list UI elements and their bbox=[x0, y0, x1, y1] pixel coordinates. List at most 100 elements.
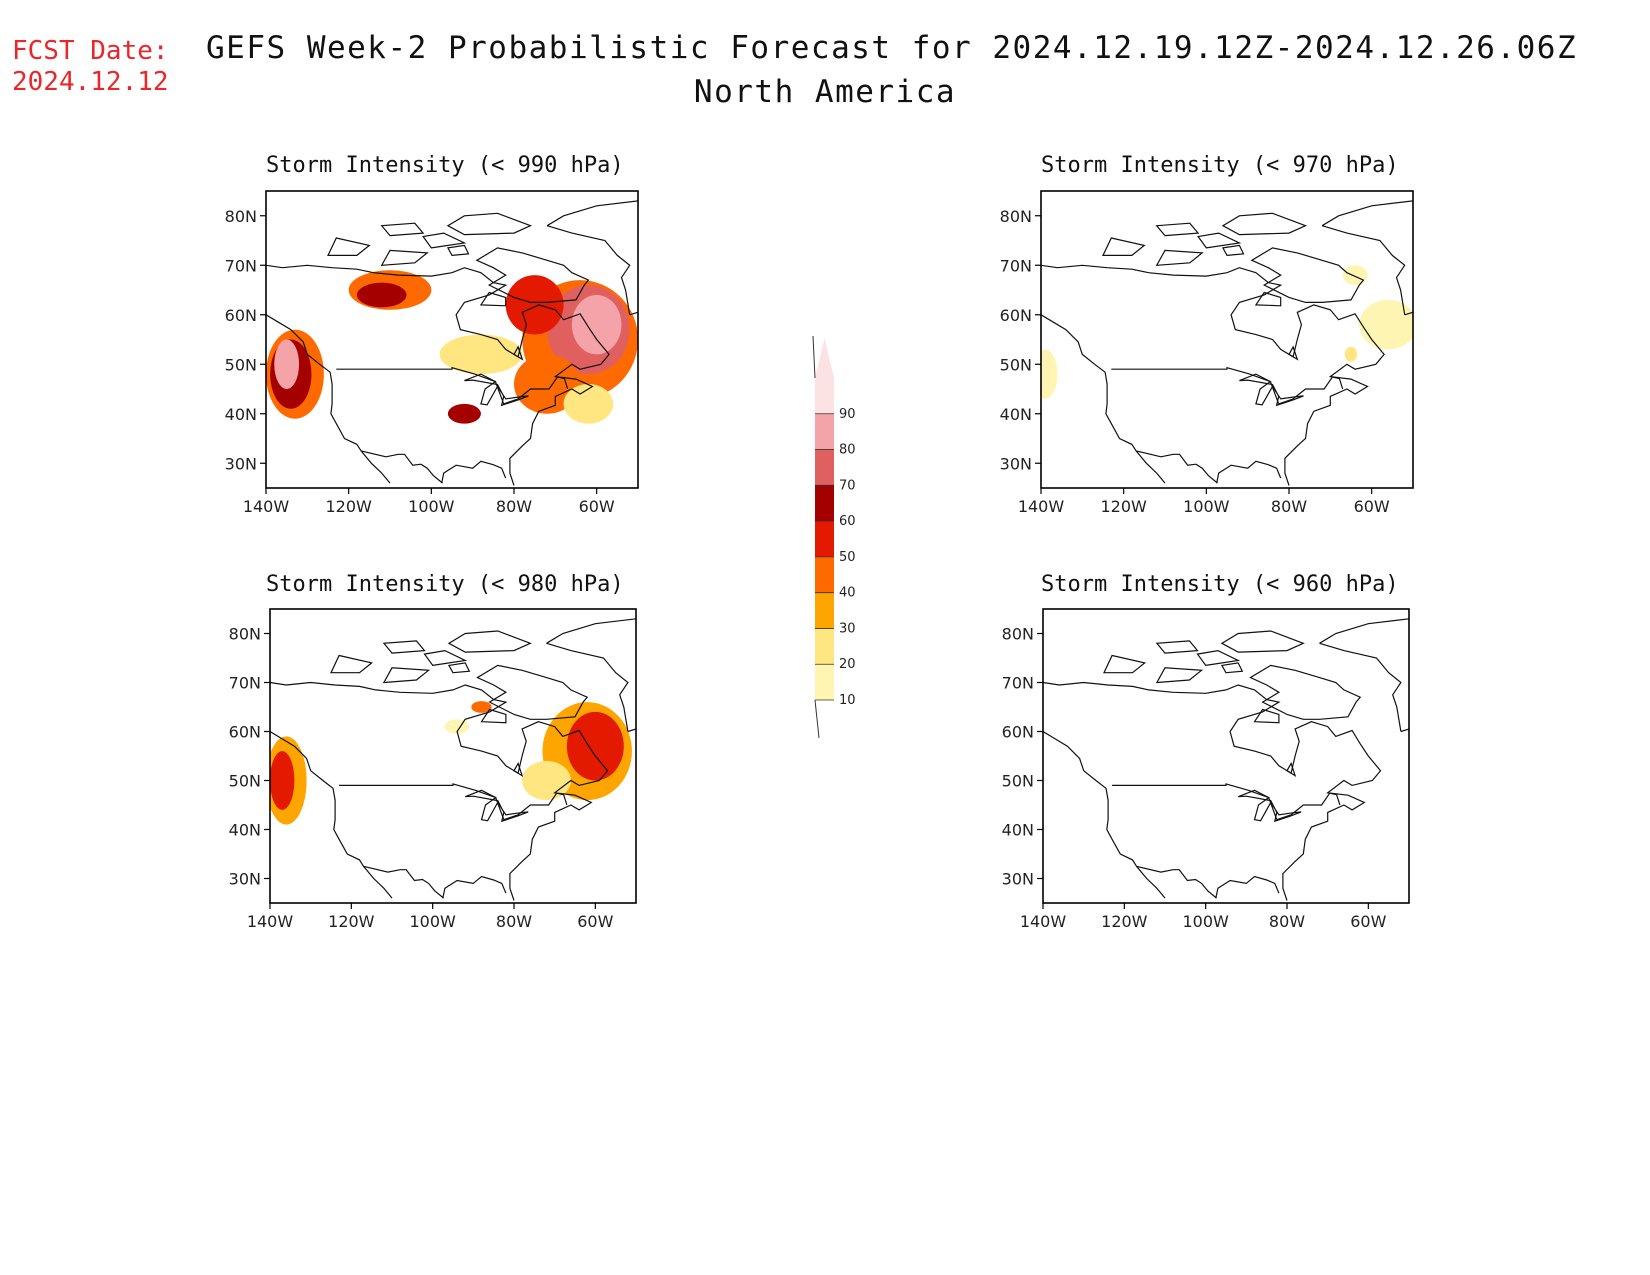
colorbar-swatch bbox=[815, 449, 834, 486]
probability-area bbox=[1342, 265, 1368, 286]
lat-label: 80N bbox=[1002, 625, 1034, 644]
colorbar-swatch bbox=[815, 592, 834, 629]
coastline bbox=[546, 200, 638, 227]
lon-label: 100W bbox=[1182, 912, 1229, 931]
coastline bbox=[266, 314, 391, 484]
lon-label: 100W bbox=[408, 497, 455, 516]
panel-title: Storm Intensity (< 980 hPa) bbox=[266, 572, 624, 597]
probability-area bbox=[270, 751, 295, 810]
country-border bbox=[1112, 783, 1341, 821]
country-border bbox=[363, 865, 444, 899]
island-outline bbox=[447, 630, 532, 653]
colorbar-swatch bbox=[815, 413, 834, 450]
lat-label: 50N bbox=[229, 772, 261, 791]
island-outline bbox=[1221, 244, 1245, 257]
coastline bbox=[1321, 225, 1406, 315]
coastline bbox=[1043, 681, 1382, 901]
coastline bbox=[270, 730, 393, 899]
probability-area bbox=[514, 354, 581, 414]
probability-area bbox=[356, 282, 407, 308]
colorbar-label: 40 bbox=[839, 586, 856, 601]
island-outline bbox=[382, 667, 431, 684]
country-border bbox=[360, 450, 443, 484]
lat-label: 80N bbox=[229, 625, 261, 644]
island-outline bbox=[480, 708, 507, 724]
panel-frame bbox=[1040, 190, 1414, 489]
coastline bbox=[1043, 730, 1166, 899]
colorbar-swatch bbox=[815, 485, 834, 522]
island-outline bbox=[513, 345, 524, 361]
colorbar-label: 20 bbox=[839, 657, 856, 672]
panel-content bbox=[1043, 618, 1409, 901]
island-outline bbox=[446, 244, 470, 257]
panel-frame bbox=[269, 608, 637, 904]
coastline bbox=[1237, 789, 1302, 823]
lon-label: 100W bbox=[1183, 497, 1230, 516]
lon-label: 80W bbox=[496, 912, 532, 931]
lon-label: 60W bbox=[1350, 912, 1386, 931]
lon-label: 140W bbox=[1020, 912, 1067, 931]
colorbar-swatch bbox=[815, 378, 834, 414]
lon-label: 80W bbox=[1271, 497, 1307, 516]
island-outline bbox=[447, 662, 471, 674]
coastline bbox=[1404, 311, 1413, 316]
island-outline bbox=[1220, 630, 1305, 653]
island-outline bbox=[479, 291, 507, 307]
island-outline bbox=[1196, 649, 1241, 667]
island-outline bbox=[1221, 212, 1308, 236]
coastline bbox=[266, 264, 610, 486]
lat-label: 40N bbox=[225, 405, 257, 424]
colorbar-label: 80 bbox=[839, 443, 856, 458]
forecast-date-label: FCST Date: bbox=[12, 36, 169, 66]
coastline bbox=[1250, 247, 1365, 303]
coastline bbox=[1215, 875, 1280, 899]
island-outline bbox=[1103, 654, 1147, 674]
forecast-date-value: 2024.12.12 bbox=[12, 67, 169, 97]
coastline bbox=[476, 664, 589, 720]
panel-frame bbox=[1042, 608, 1410, 904]
lat-label: 60N bbox=[225, 306, 257, 325]
coastline bbox=[442, 875, 507, 899]
probability-area bbox=[505, 275, 564, 335]
panel-content bbox=[270, 618, 636, 901]
country-border bbox=[1136, 865, 1217, 899]
probability-area bbox=[1359, 299, 1413, 350]
island-outline bbox=[1155, 640, 1199, 654]
coastline bbox=[1400, 728, 1409, 733]
island-outline bbox=[1286, 761, 1297, 777]
lon-label: 80W bbox=[1269, 912, 1305, 931]
island-outline bbox=[1288, 345, 1299, 361]
island-outline bbox=[330, 654, 374, 674]
coastline bbox=[1319, 642, 1402, 732]
coastline bbox=[1239, 373, 1304, 407]
coastline bbox=[1321, 200, 1413, 227]
coastline bbox=[1249, 664, 1362, 720]
probability-area bbox=[274, 339, 300, 389]
lon-label: 100W bbox=[409, 912, 456, 931]
lat-label: 50N bbox=[1002, 772, 1034, 791]
lat-label: 50N bbox=[1000, 355, 1032, 374]
lat-label: 40N bbox=[1000, 405, 1032, 424]
lat-label: 60N bbox=[1000, 306, 1032, 325]
coastline bbox=[464, 789, 529, 823]
island-outline bbox=[1155, 249, 1204, 266]
coastline bbox=[629, 311, 638, 316]
probability-area bbox=[563, 384, 614, 424]
coastline bbox=[546, 642, 629, 732]
lat-label: 80N bbox=[1000, 207, 1032, 226]
lat-label: 30N bbox=[229, 870, 261, 889]
island-outline bbox=[1253, 708, 1280, 724]
coastline bbox=[270, 681, 609, 901]
probability-area bbox=[1041, 349, 1058, 399]
island-outline bbox=[1220, 662, 1244, 674]
forecast-date-block: FCST Date: 2024.12.12 bbox=[12, 36, 169, 98]
lat-label: 60N bbox=[229, 723, 261, 742]
colorbar-swatch bbox=[815, 628, 834, 665]
lat-label: 80N bbox=[225, 207, 257, 226]
lat-label: 40N bbox=[229, 821, 261, 840]
title-line-2: North America bbox=[693, 74, 957, 110]
country-border bbox=[1111, 366, 1344, 405]
country-border bbox=[339, 783, 568, 821]
island-outline bbox=[1155, 222, 1200, 237]
